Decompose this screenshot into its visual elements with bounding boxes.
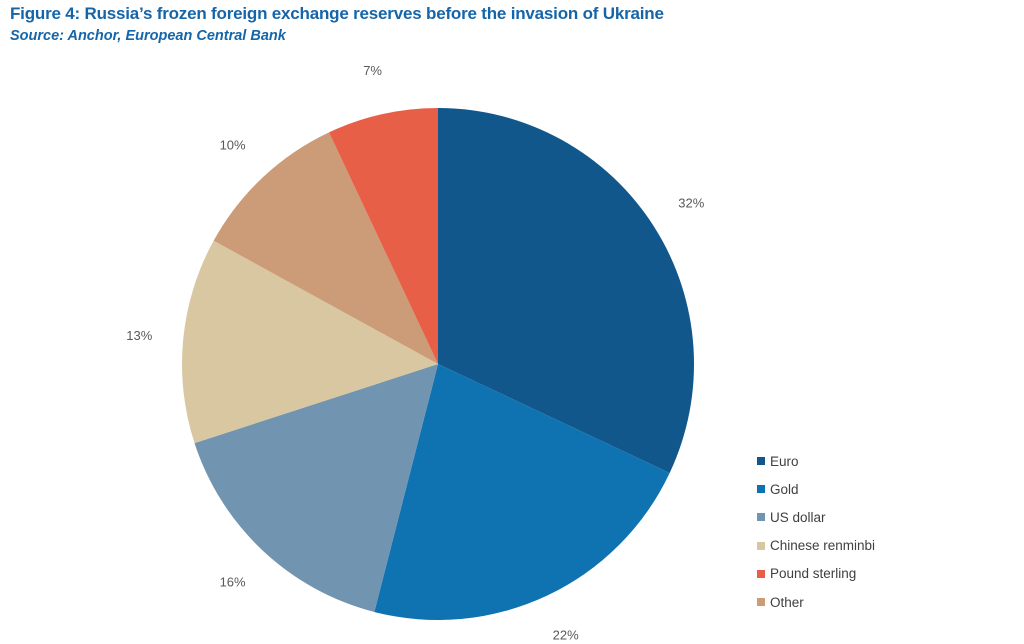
legend-label: Other xyxy=(770,594,804,610)
data-label-euro: 32% xyxy=(678,195,704,210)
legend-item-chinese-renminbi: Chinese renminbi xyxy=(757,532,875,560)
legend-label: US dollar xyxy=(770,509,826,525)
legend-item-euro: Euro xyxy=(757,447,875,475)
legend-label: Euro xyxy=(770,453,799,469)
chart-title: Figure 4: Russia’s frozen foreign exchan… xyxy=(10,4,664,23)
legend-label: Chinese renminbi xyxy=(770,538,876,554)
pie-slice-other xyxy=(213,132,438,364)
legend-swatch xyxy=(757,541,765,550)
legend-swatch xyxy=(757,457,765,466)
legend-item-us-dollar: US dollar xyxy=(757,503,875,531)
data-label-chinese-renminbi: 13% xyxy=(126,328,152,343)
legend-label: Pound sterling xyxy=(770,566,857,582)
data-label-gold: 22% xyxy=(553,627,579,642)
legend-item-gold: Gold xyxy=(757,475,875,503)
legend-label: Gold xyxy=(770,481,799,497)
pie-slice-euro xyxy=(438,108,695,473)
chart-source: Source: Anchor, European Central Bank xyxy=(10,28,286,44)
legend-swatch xyxy=(757,569,765,578)
data-label-us-dollar: 16% xyxy=(220,575,246,590)
data-label-other: 10% xyxy=(220,137,246,152)
legend-swatch xyxy=(757,598,765,607)
pie-slice-gold xyxy=(374,364,670,621)
pie-slice-us-dollar xyxy=(194,364,438,612)
legend-swatch xyxy=(757,513,765,522)
legend-swatch xyxy=(757,485,765,494)
pie-slice-chinese-renminbi xyxy=(182,240,438,444)
chart-legend: Euro Gold US dollar Chinese renminbi Pound s… xyxy=(757,447,875,616)
legend-item-pound-sterling: Pound sterling xyxy=(757,560,875,588)
data-label-pound-sterling: 7% xyxy=(363,63,382,78)
legend-item-other: Other xyxy=(757,588,875,616)
pie-slice-pound-sterling xyxy=(329,108,438,364)
